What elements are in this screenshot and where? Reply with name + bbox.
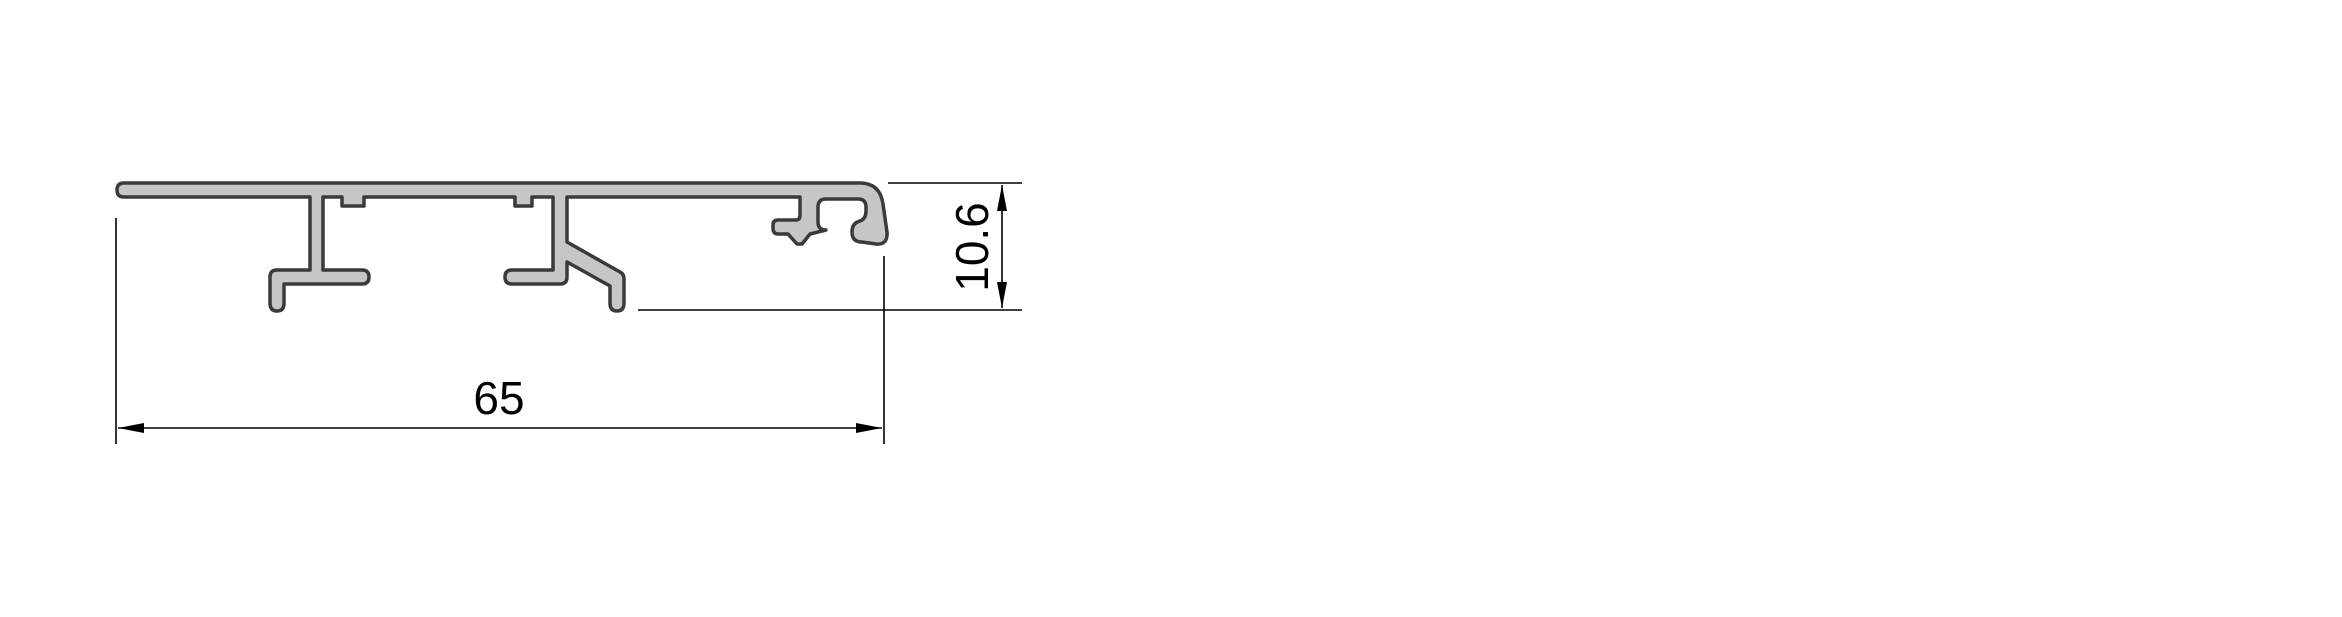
width-dimension-label: 65 [473, 372, 524, 424]
width-arrow-right [856, 423, 882, 433]
height-dimension-label: 10.6 [946, 202, 998, 292]
width-arrow-left [118, 423, 144, 433]
aluminium-profile-section [115, 181, 889, 313]
height-arrow-top [997, 185, 1007, 211]
height-arrow-bottom [997, 282, 1007, 308]
